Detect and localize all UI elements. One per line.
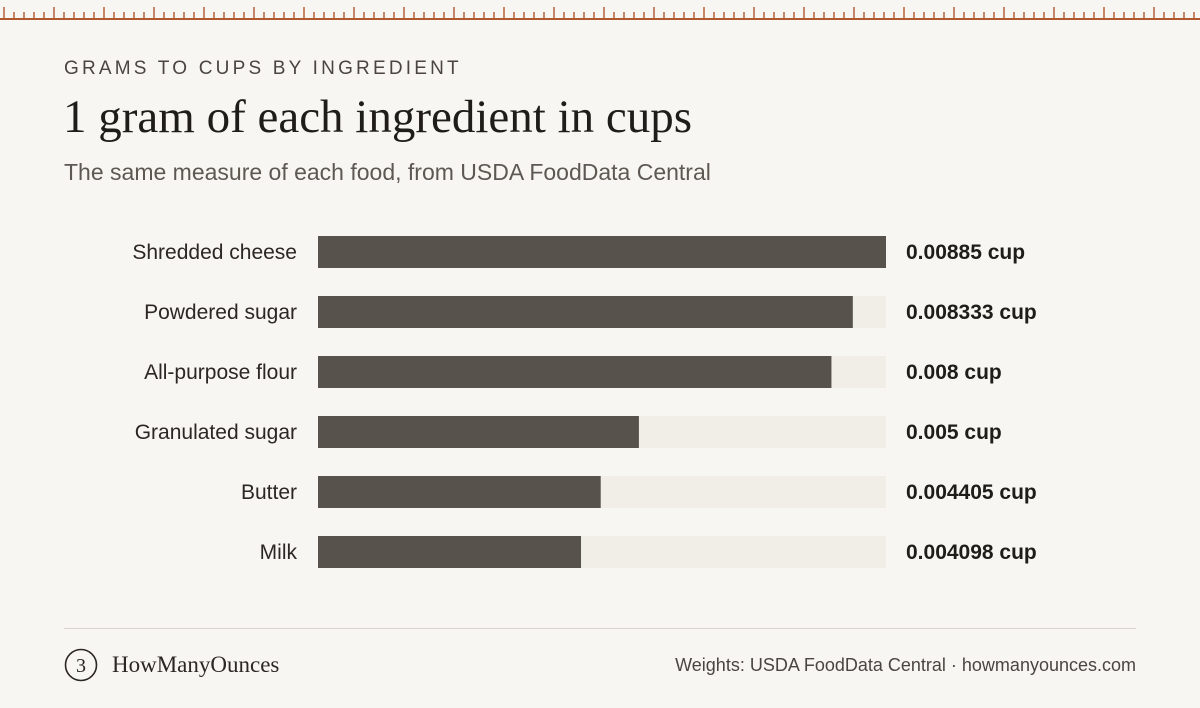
footer-divider: [64, 628, 1136, 629]
bar: [318, 236, 886, 268]
bar-chart: Shredded cheese 0.00885 cup Powdered sugar…: [132, 236, 1037, 568]
value-label: 0.008 cup: [906, 361, 1002, 384]
value-label: 0.004405 cup: [906, 481, 1037, 504]
value-label: 0.00885 cup: [906, 241, 1025, 264]
logo-glyph: 3: [76, 655, 86, 677]
category-label: Granulated sugar: [135, 421, 297, 444]
brand-name: HowManyOunces: [112, 652, 280, 677]
bar: [318, 296, 853, 328]
bar: [318, 356, 832, 388]
ruler-decoration: [0, 7, 1200, 20]
value-label: 0.004098 cup: [906, 541, 1037, 564]
footer-credits: Weights: USDA FoodData Central · howmany…: [675, 655, 1136, 675]
chart-title: 1 gram of each ingredient in cups: [63, 91, 693, 143]
bar: [318, 416, 639, 448]
brand-logo-icon: 3: [64, 648, 98, 682]
category-label: Shredded cheese: [132, 241, 297, 264]
bar: [318, 476, 601, 508]
category-label: All-purpose flour: [144, 361, 297, 384]
eyebrow-label: GRAMS TO CUPS BY INGREDIENT: [64, 58, 462, 79]
category-label: Powdered sugar: [144, 301, 297, 324]
category-label: Milk: [260, 541, 298, 564]
bar: [318, 536, 582, 568]
value-label: 0.008333 cup: [906, 301, 1037, 324]
value-label: 0.005 cup: [906, 421, 1002, 444]
chart-subtitle: The same measure of each food, from USDA…: [64, 159, 711, 185]
category-label: Butter: [241, 481, 297, 504]
